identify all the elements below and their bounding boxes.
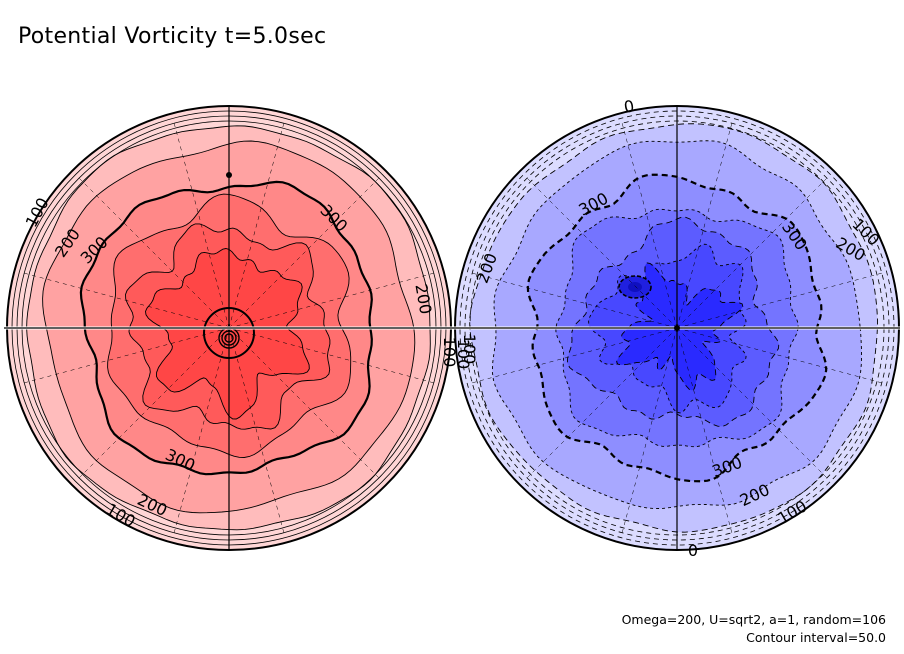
radial-grid-line [76, 327, 230, 481]
radial-grid-line [173, 327, 230, 536]
radial-grid-line [676, 120, 733, 329]
radial-grid-line [21, 327, 230, 384]
pole-marker [674, 325, 680, 331]
vortex-core [628, 282, 642, 292]
contour-label: 100 [440, 337, 459, 368]
radial-grid-line [524, 327, 678, 481]
contour-labels: 1002003003002001003002001000100200300300… [22, 96, 884, 560]
radial-grid-line [621, 327, 678, 536]
plot-title: Potential Vorticity t=5.0sec [18, 24, 327, 49]
radial-grid-line [76, 175, 230, 329]
radial-grid-line [676, 327, 830, 481]
radial-grid-line [21, 272, 230, 329]
radial-grid-line [228, 327, 285, 536]
radial-grid-line [228, 175, 382, 329]
contour-label: 100 [454, 339, 473, 370]
radial-grid-line [228, 272, 437, 329]
radial-grid-line [676, 327, 733, 536]
radial-grid-line [621, 120, 678, 329]
map-axes [4, 106, 900, 550]
radial-grid-line [228, 120, 285, 329]
radial-grid-line [469, 327, 678, 384]
contour-label: 0 [688, 541, 698, 560]
contour-interval-note: Contour interval=50.0 [746, 630, 886, 645]
radial-grid-line [173, 120, 230, 329]
radial-grid-line [676, 175, 830, 329]
contour-marker [226, 172, 232, 178]
parameters-note: Omega=200, U=sqrt2, a=1, random=106 [621, 612, 886, 627]
radial-grid-line [228, 327, 382, 481]
contour-label: 0 [622, 96, 635, 116]
radial-grid-line [228, 327, 437, 384]
radial-grid-line [524, 175, 678, 329]
radial-grid-line [676, 327, 885, 384]
radial-grid-line [469, 272, 678, 329]
contour-label: 100 [460, 334, 479, 365]
radial-grid-line [676, 272, 885, 329]
